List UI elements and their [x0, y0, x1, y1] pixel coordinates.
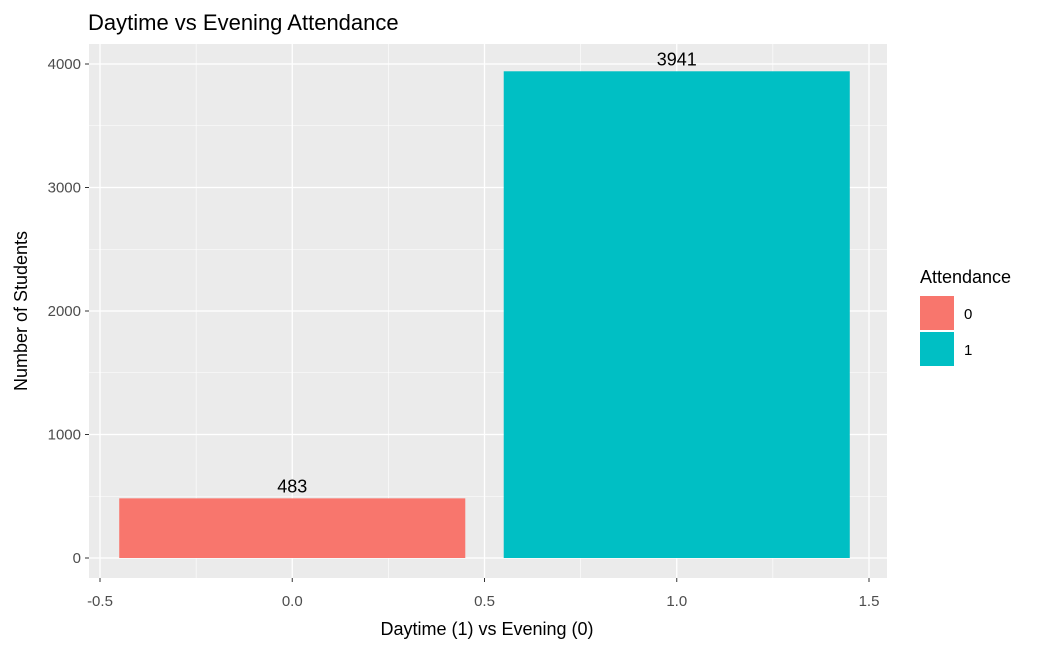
bar-labels: 483 3941 [277, 49, 697, 496]
y-axis: 0 1000 2000 3000 4000 [48, 56, 89, 567]
legend-label-0: 0 [964, 306, 972, 323]
x-axis-title: Daytime (1) vs Evening (0) [380, 619, 593, 639]
bars [119, 71, 850, 558]
x-tick-label: 0.0 [282, 593, 303, 610]
bar-value-label-1: 3941 [657, 49, 697, 69]
y-tick-label: 3000 [48, 180, 81, 197]
y-tick-label: 0 [73, 550, 81, 567]
y-tick-label: 4000 [48, 56, 81, 73]
y-axis-title: Number of Students [11, 231, 31, 391]
x-axis: -0.5 0.0 0.5 1.0 1.5 [87, 578, 879, 610]
legend-label-1: 1 [964, 342, 972, 359]
bar-value-label-0: 483 [277, 476, 307, 496]
grid-major [89, 44, 887, 578]
legend-title: Attendance [920, 267, 1011, 287]
chart-title: Daytime vs Evening Attendance [88, 10, 399, 35]
x-tick-label: 1.0 [666, 593, 687, 610]
x-tick-label: -0.5 [87, 593, 113, 610]
y-tick-label: 1000 [48, 427, 81, 444]
legend-key-1 [920, 332, 954, 366]
x-tick-label: 1.5 [859, 593, 880, 610]
bar-0 [119, 498, 466, 558]
x-tick-label: 0.5 [474, 593, 495, 610]
y-tick-label: 2000 [48, 303, 81, 320]
bar-1 [503, 71, 850, 558]
legend-key-0 [920, 296, 954, 330]
legend: Attendance 0 1 [920, 267, 1011, 366]
